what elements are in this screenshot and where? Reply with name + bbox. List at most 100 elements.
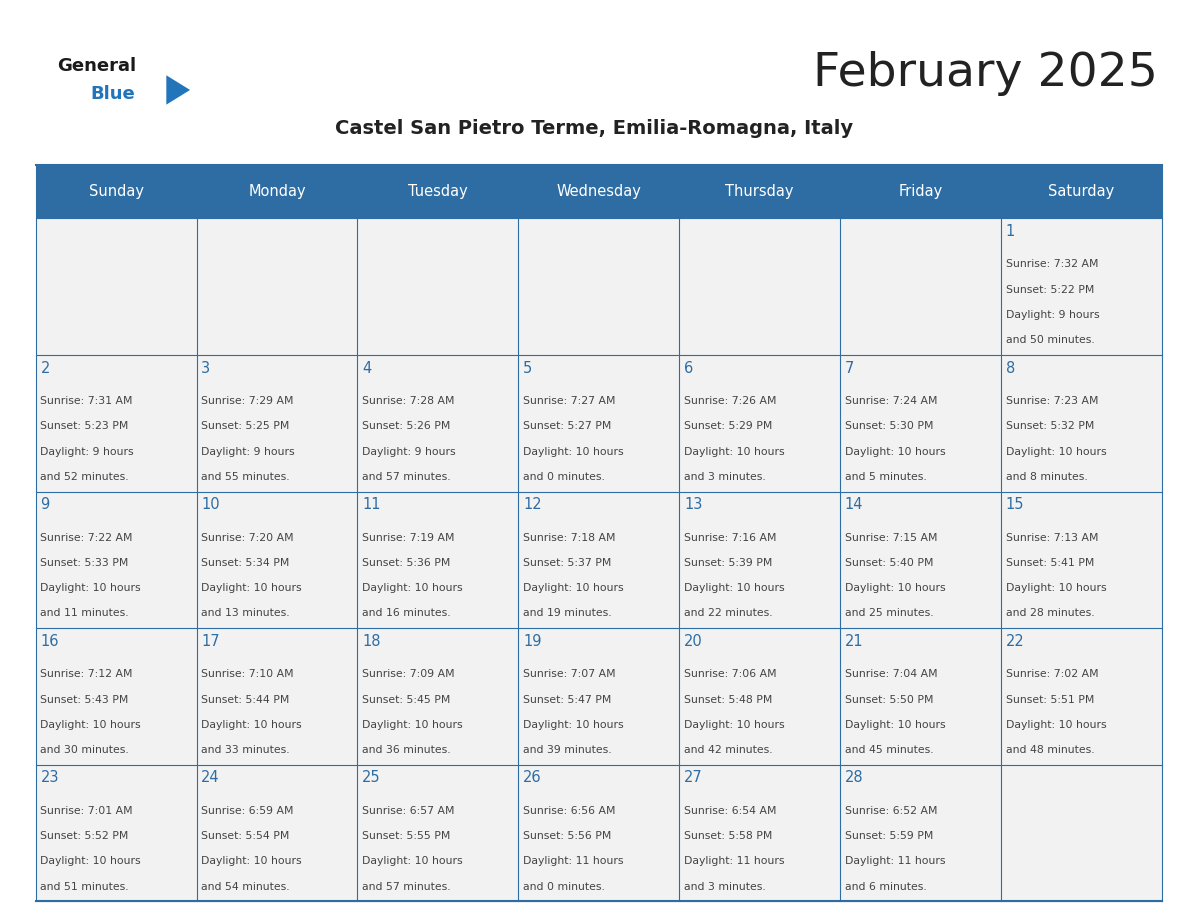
Text: Daylight: 9 hours: Daylight: 9 hours: [362, 446, 456, 456]
Bar: [518, 218, 680, 355]
Text: Sunset: 5:47 PM: Sunset: 5:47 PM: [523, 695, 612, 704]
Text: Thursday: Thursday: [726, 185, 794, 199]
Text: Sunset: 5:27 PM: Sunset: 5:27 PM: [523, 421, 612, 431]
Text: Daylight: 10 hours: Daylight: 10 hours: [845, 446, 946, 456]
Text: and 22 minutes.: and 22 minutes.: [684, 609, 772, 619]
Text: Sunrise: 7:09 AM: Sunrise: 7:09 AM: [362, 669, 455, 679]
Text: and 28 minutes.: and 28 minutes.: [1006, 609, 1094, 619]
Text: Sunset: 5:22 PM: Sunset: 5:22 PM: [1006, 285, 1094, 295]
Bar: [1001, 165, 1162, 218]
Text: and 57 minutes.: and 57 minutes.: [362, 881, 451, 891]
Bar: [36, 765, 196, 901]
Text: 16: 16: [40, 633, 59, 649]
Text: 23: 23: [40, 770, 59, 785]
Text: Daylight: 10 hours: Daylight: 10 hours: [845, 583, 946, 593]
Bar: [358, 765, 518, 901]
Text: Sunrise: 7:12 AM: Sunrise: 7:12 AM: [40, 669, 133, 679]
Text: Daylight: 10 hours: Daylight: 10 hours: [684, 720, 784, 730]
Text: and 57 minutes.: and 57 minutes.: [362, 472, 451, 482]
Text: Daylight: 10 hours: Daylight: 10 hours: [684, 446, 784, 456]
Text: and 39 minutes.: and 39 minutes.: [523, 745, 612, 756]
Text: and 51 minutes.: and 51 minutes.: [40, 881, 129, 891]
Text: Monday: Monday: [248, 185, 305, 199]
Bar: [680, 765, 840, 901]
Text: and 0 minutes.: and 0 minutes.: [523, 881, 605, 891]
Text: Daylight: 11 hours: Daylight: 11 hours: [845, 856, 946, 867]
Text: Daylight: 10 hours: Daylight: 10 hours: [523, 446, 624, 456]
Text: 27: 27: [684, 770, 703, 785]
Text: 6: 6: [684, 361, 694, 375]
Text: Sunset: 5:26 PM: Sunset: 5:26 PM: [362, 421, 450, 431]
Text: Daylight: 11 hours: Daylight: 11 hours: [523, 856, 624, 867]
Text: and 0 minutes.: and 0 minutes.: [523, 472, 605, 482]
Bar: [36, 165, 196, 218]
Bar: [840, 165, 1001, 218]
Text: and 42 minutes.: and 42 minutes.: [684, 745, 772, 756]
Text: Daylight: 10 hours: Daylight: 10 hours: [362, 720, 463, 730]
Text: and 13 minutes.: and 13 minutes.: [201, 609, 290, 619]
Bar: [1001, 628, 1162, 765]
Text: Wednesday: Wednesday: [556, 185, 642, 199]
Bar: [196, 492, 358, 628]
Text: Sunrise: 7:22 AM: Sunrise: 7:22 AM: [40, 532, 133, 543]
Text: and 55 minutes.: and 55 minutes.: [201, 472, 290, 482]
Text: 4: 4: [362, 361, 372, 375]
Text: Sunset: 5:37 PM: Sunset: 5:37 PM: [523, 558, 612, 568]
Bar: [196, 628, 358, 765]
Text: February 2025: February 2025: [814, 50, 1158, 96]
Text: Sunset: 5:59 PM: Sunset: 5:59 PM: [845, 831, 934, 841]
Text: Castel San Pietro Terme, Emilia-Romagna, Italy: Castel San Pietro Terme, Emilia-Romagna,…: [335, 119, 853, 138]
Text: Daylight: 10 hours: Daylight: 10 hours: [523, 583, 624, 593]
Text: Sunset: 5:56 PM: Sunset: 5:56 PM: [523, 831, 612, 841]
Text: 10: 10: [201, 498, 220, 512]
Text: Daylight: 10 hours: Daylight: 10 hours: [201, 856, 302, 867]
Bar: [1001, 218, 1162, 355]
Bar: [36, 218, 196, 355]
Bar: [1001, 355, 1162, 492]
Bar: [680, 355, 840, 492]
Text: and 52 minutes.: and 52 minutes.: [40, 472, 129, 482]
Text: Sunrise: 7:16 AM: Sunrise: 7:16 AM: [684, 532, 777, 543]
Text: Sunrise: 7:18 AM: Sunrise: 7:18 AM: [523, 532, 615, 543]
Text: 22: 22: [1006, 633, 1024, 649]
Text: Sunset: 5:51 PM: Sunset: 5:51 PM: [1006, 695, 1094, 704]
Text: and 30 minutes.: and 30 minutes.: [40, 745, 129, 756]
Text: 15: 15: [1006, 498, 1024, 512]
Bar: [36, 628, 196, 765]
Bar: [680, 492, 840, 628]
Text: Sunrise: 7:26 AM: Sunrise: 7:26 AM: [684, 396, 777, 406]
Text: Daylight: 10 hours: Daylight: 10 hours: [1006, 583, 1106, 593]
Text: Sunrise: 7:19 AM: Sunrise: 7:19 AM: [362, 532, 455, 543]
Text: Sunset: 5:23 PM: Sunset: 5:23 PM: [40, 421, 128, 431]
Text: Sunrise: 7:29 AM: Sunrise: 7:29 AM: [201, 396, 293, 406]
Text: Sunrise: 7:27 AM: Sunrise: 7:27 AM: [523, 396, 615, 406]
Text: Sunset: 5:29 PM: Sunset: 5:29 PM: [684, 421, 772, 431]
Text: Friday: Friday: [898, 185, 942, 199]
Text: and 50 minutes.: and 50 minutes.: [1006, 335, 1094, 345]
Text: Daylight: 10 hours: Daylight: 10 hours: [40, 856, 141, 867]
Text: and 8 minutes.: and 8 minutes.: [1006, 472, 1087, 482]
Text: Daylight: 10 hours: Daylight: 10 hours: [40, 720, 141, 730]
Text: Sunset: 5:44 PM: Sunset: 5:44 PM: [201, 695, 290, 704]
Bar: [680, 218, 840, 355]
Text: Sunset: 5:34 PM: Sunset: 5:34 PM: [201, 558, 290, 568]
Text: Sunrise: 7:07 AM: Sunrise: 7:07 AM: [523, 669, 615, 679]
Text: Daylight: 10 hours: Daylight: 10 hours: [201, 720, 302, 730]
Text: Sunrise: 7:15 AM: Sunrise: 7:15 AM: [845, 532, 937, 543]
Text: and 45 minutes.: and 45 minutes.: [845, 745, 934, 756]
Text: 20: 20: [684, 633, 703, 649]
Text: Sunset: 5:50 PM: Sunset: 5:50 PM: [845, 695, 934, 704]
Bar: [196, 355, 358, 492]
Text: Sunrise: 7:10 AM: Sunrise: 7:10 AM: [201, 669, 293, 679]
Text: Sunset: 5:54 PM: Sunset: 5:54 PM: [201, 831, 290, 841]
Bar: [36, 492, 196, 628]
Text: Sunrise: 7:02 AM: Sunrise: 7:02 AM: [1006, 669, 1099, 679]
Bar: [518, 765, 680, 901]
Text: Daylight: 10 hours: Daylight: 10 hours: [523, 720, 624, 730]
Text: Daylight: 10 hours: Daylight: 10 hours: [684, 583, 784, 593]
Text: Sunset: 5:25 PM: Sunset: 5:25 PM: [201, 421, 290, 431]
Text: Sunrise: 6:54 AM: Sunrise: 6:54 AM: [684, 806, 777, 816]
Bar: [1001, 765, 1162, 901]
Text: Blue: Blue: [90, 84, 135, 103]
Text: 8: 8: [1006, 361, 1015, 375]
